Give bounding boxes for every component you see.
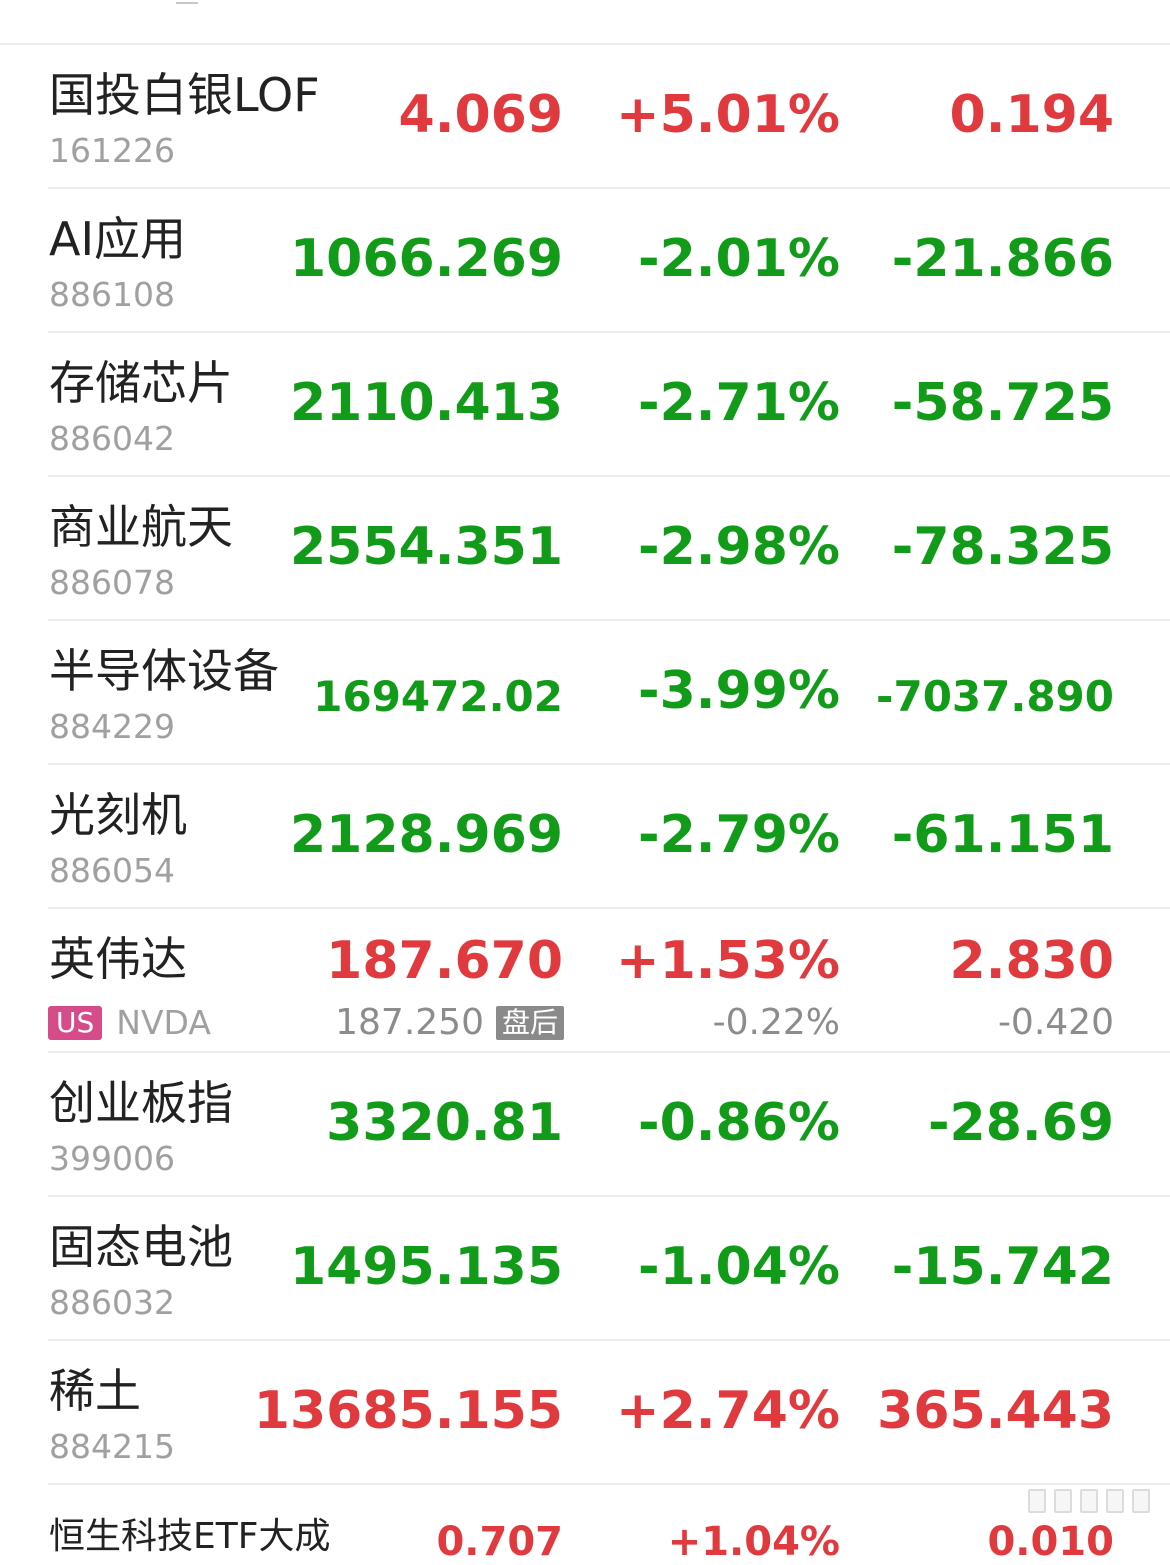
security-name: AI应用 <box>49 212 187 266</box>
security-name: 存储芯片 <box>49 356 233 410</box>
top-edge-glyph <box>176 0 198 4</box>
change-percent: -3.99% <box>638 661 840 721</box>
last-price: 169472.02 <box>313 672 563 721</box>
watchlist-row[interactable]: 固态电池 886032 1495.135 -1.04% -15.742 <box>0 1197 1170 1341</box>
change-percent: -2.01% <box>638 229 840 289</box>
watermark-glyph <box>1106 1489 1124 1513</box>
watchlist-row[interactable]: 商业航天 886078 2554.351 -2.98% -78.325 <box>0 477 1170 621</box>
security-name: 固态电池 <box>49 1220 233 1274</box>
watchlist-row[interactable]: 半导体设备 884229 169472.02 -3.99% -7037.890 <box>0 621 1170 765</box>
partial-row-change-amount: 0.010 <box>987 1519 1114 1565</box>
change-percent: +5.01% <box>616 85 840 145</box>
market-tag: US NVDA <box>48 1003 211 1043</box>
watchlist-row[interactable]: 国投白银LOF 161226 4.069 +5.01% 0.194 <box>0 45 1170 189</box>
last-price: 2110.413 <box>289 373 563 433</box>
security-code: 161226 <box>49 131 175 170</box>
security-code: 399006 <box>49 1139 175 1178</box>
security-code: 886032 <box>49 1283 175 1322</box>
watchlist-row[interactable]: 稀土 884215 13685.155 +2.74% 365.443 <box>0 1341 1170 1485</box>
last-price: 187.670 <box>326 931 563 991</box>
change-amount: -15.742 <box>891 1237 1114 1297</box>
security-code: 886078 <box>49 563 175 602</box>
header-divider <box>0 43 1170 45</box>
after-hours-change-percent: -0.22% <box>712 1002 840 1043</box>
after-hours-price-value: 187.250 <box>335 1002 484 1043</box>
watermark-glyph <box>1132 1489 1150 1513</box>
after-hours-change-amount: -0.420 <box>997 1002 1114 1043</box>
watermark-glyph <box>1054 1489 1072 1513</box>
partial-row-change-percent: +1.04% <box>667 1519 840 1565</box>
after-hours-price: 187.250 盘后 <box>335 1003 564 1043</box>
security-name: 国投白银LOF <box>49 68 320 122</box>
watermark-glyph <box>1028 1489 1046 1513</box>
watermark-glyph <box>1080 1489 1098 1513</box>
last-price: 13685.155 <box>253 1381 563 1441</box>
security-name: 英伟达 <box>49 932 187 986</box>
watchlist-row[interactable]: 存储芯片 886042 2110.413 -2.71% -58.725 <box>0 333 1170 477</box>
change-amount: -7037.890 <box>876 672 1114 721</box>
security-code: 884215 <box>49 1427 175 1466</box>
security-code: 884229 <box>49 707 175 746</box>
change-percent: -2.79% <box>638 805 840 865</box>
us-market-badge: US <box>48 1006 103 1040</box>
security-name: 半导体设备 <box>49 644 279 698</box>
change-amount: -58.725 <box>891 373 1114 433</box>
last-price: 3320.81 <box>326 1093 563 1153</box>
ticker-symbol: NVDA <box>116 1003 211 1042</box>
watchlist-row[interactable]: 光刻机 886054 2128.969 -2.79% -61.151 <box>0 765 1170 909</box>
watchlist-row[interactable]: AI应用 886108 1066.269 -2.01% -21.866 <box>0 189 1170 333</box>
last-price: 4.069 <box>398 85 563 145</box>
partial-row-price: 0.707 <box>436 1519 563 1565</box>
change-amount: 0.194 <box>949 85 1114 145</box>
security-code: 886108 <box>49 275 175 314</box>
change-amount: 365.443 <box>877 1381 1114 1441</box>
change-percent: -2.71% <box>638 373 840 433</box>
change-percent: -2.98% <box>638 517 840 577</box>
last-price: 1495.135 <box>289 1237 563 1297</box>
watchlist: 国投白银LOF 161226 4.069 +5.01% 0.194 AI应用 8… <box>0 45 1170 1485</box>
after-hours-badge: 盘后 <box>495 1006 564 1040</box>
change-amount: -61.151 <box>891 805 1114 865</box>
partial-row-name[interactable]: 恒生科技ETF大成 <box>49 1516 331 1557</box>
security-name: 光刻机 <box>49 788 187 842</box>
watermark-glyphs <box>990 1488 1150 1514</box>
last-price: 2554.351 <box>289 517 563 577</box>
last-price: 2128.969 <box>289 805 563 865</box>
security-name: 创业板指 <box>49 1076 233 1130</box>
change-percent: -1.04% <box>638 1237 840 1297</box>
watchlist-row[interactable]: 英伟达 US NVDA 187.670 +1.53% 2.830 187.250… <box>0 909 1170 1053</box>
change-amount: -28.69 <box>927 1093 1114 1153</box>
security-name: 稀土 <box>49 1364 141 1418</box>
security-name: 商业航天 <box>49 500 233 554</box>
security-code: 886042 <box>49 419 175 458</box>
change-percent: -0.86% <box>638 1093 840 1153</box>
change-amount: -21.866 <box>891 229 1114 289</box>
security-code: 886054 <box>49 851 175 890</box>
change-amount: -78.325 <box>891 517 1114 577</box>
change-percent: +2.74% <box>616 1381 840 1441</box>
watchlist-row[interactable]: 创业板指 399006 3320.81 -0.86% -28.69 <box>0 1053 1170 1197</box>
last-price: 1066.269 <box>289 229 563 289</box>
change-percent: +1.53% <box>616 931 840 991</box>
change-amount: 2.830 <box>949 931 1114 991</box>
